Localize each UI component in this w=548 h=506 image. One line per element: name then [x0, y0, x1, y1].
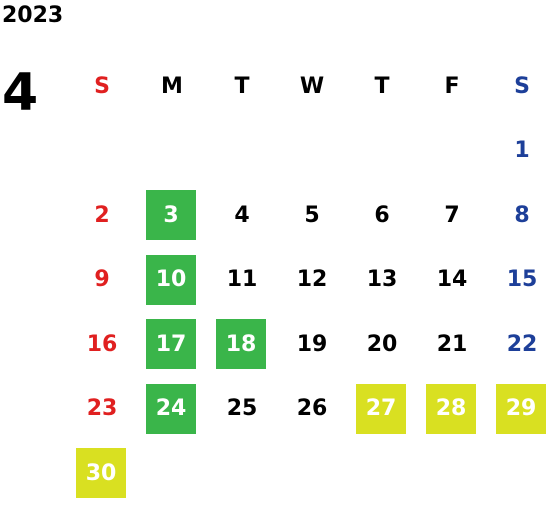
- day-cell: 10: [137, 248, 207, 313]
- green-highlight-day: 3: [146, 190, 196, 240]
- weekday-header-sunday: S: [94, 73, 110, 99]
- empty-day-cell: [207, 119, 277, 184]
- day-cell: 8: [487, 183, 548, 248]
- day-number: 6: [374, 202, 390, 228]
- empty-day-cell: [417, 441, 487, 506]
- day-cell: 26: [277, 377, 347, 442]
- day-cell: 20: [347, 312, 417, 377]
- day-number: 5: [304, 202, 320, 228]
- weekday-header-friday: F: [444, 73, 460, 99]
- day-cell: 12: [277, 248, 347, 313]
- day-number: 19: [296, 331, 328, 357]
- empty-day-cell: [67, 119, 137, 184]
- day-number: 7: [444, 202, 460, 228]
- weekday-header-monday: M: [161, 73, 183, 99]
- day-number: 8: [514, 202, 530, 228]
- yellow-highlight-day: 29: [496, 383, 546, 434]
- empty-day-cell: [277, 441, 347, 506]
- day-cell: 23: [67, 377, 137, 442]
- day-number: 25: [226, 396, 258, 422]
- day-number: 4: [234, 202, 250, 228]
- empty-day-cell: [137, 441, 207, 506]
- day-cell: 6: [347, 183, 417, 248]
- yellow-highlight-day: 30: [76, 448, 126, 498]
- day-number: 14: [436, 267, 468, 293]
- empty-day-cell: [207, 441, 277, 506]
- day-cell: 19: [277, 312, 347, 377]
- empty-day-cell: [487, 441, 548, 506]
- day-cell: 22: [487, 312, 548, 377]
- empty-day-cell: [137, 119, 207, 184]
- day-number: 11: [226, 267, 258, 293]
- day-cell: 30: [67, 441, 137, 506]
- day-cell: 18: [207, 312, 277, 377]
- day-cell: 1: [487, 119, 548, 184]
- day-cell: 11: [207, 248, 277, 313]
- day-number: 9: [94, 267, 110, 293]
- calendar-year: 2023: [2, 3, 64, 28]
- day-number: 22: [506, 331, 538, 357]
- day-number: 16: [86, 331, 118, 357]
- day-cell: 21: [417, 312, 487, 377]
- day-cell: 17: [137, 312, 207, 377]
- day-cell: 27: [347, 377, 417, 442]
- green-highlight-day: 17: [146, 319, 196, 369]
- weekday-header-saturday: S: [514, 73, 530, 99]
- yellow-highlight-day: 28: [426, 383, 476, 434]
- day-cell: 7: [417, 183, 487, 248]
- day-cell: 29: [487, 377, 548, 442]
- day-cell: 25: [207, 377, 277, 442]
- day-number: 23: [86, 396, 118, 422]
- day-number: 1: [514, 138, 530, 164]
- day-number: 26: [296, 396, 328, 422]
- day-cell: 4: [207, 183, 277, 248]
- weekday-header-wednesday: W: [299, 73, 325, 99]
- day-cell: 24: [137, 377, 207, 442]
- day-cell: 14: [417, 248, 487, 313]
- day-cell: 13: [347, 248, 417, 313]
- weekday-header-tuesday: T: [234, 73, 250, 99]
- empty-day-cell: [417, 119, 487, 184]
- day-number: 12: [296, 267, 328, 293]
- day-number: 15: [506, 267, 538, 293]
- day-cell: 2: [67, 183, 137, 248]
- day-number: 13: [366, 267, 398, 293]
- green-highlight-day: 18: [216, 319, 266, 369]
- day-cell: 3: [137, 183, 207, 248]
- day-cell: 5: [277, 183, 347, 248]
- calendar-month: 4: [2, 63, 39, 123]
- day-cell: 9: [67, 248, 137, 313]
- day-number: 2: [94, 202, 110, 228]
- yellow-highlight-day: 27: [356, 383, 406, 434]
- green-highlight-day: 10: [146, 254, 196, 305]
- green-highlight-day: 24: [146, 383, 196, 434]
- empty-day-cell: [347, 441, 417, 506]
- calendar-grid: S M T W T F S 1 2 3 4 5 6 7 8 9 10 11 12 13 14 15 16 17 1…: [67, 54, 547, 503]
- day-cell: 16: [67, 312, 137, 377]
- weekday-header-thursday: T: [374, 73, 390, 99]
- day-cell: 15: [487, 248, 548, 313]
- day-cell: 28: [417, 377, 487, 442]
- day-number: 20: [366, 331, 398, 357]
- day-number: 21: [436, 331, 468, 357]
- empty-day-cell: [347, 119, 417, 184]
- empty-day-cell: [277, 119, 347, 184]
